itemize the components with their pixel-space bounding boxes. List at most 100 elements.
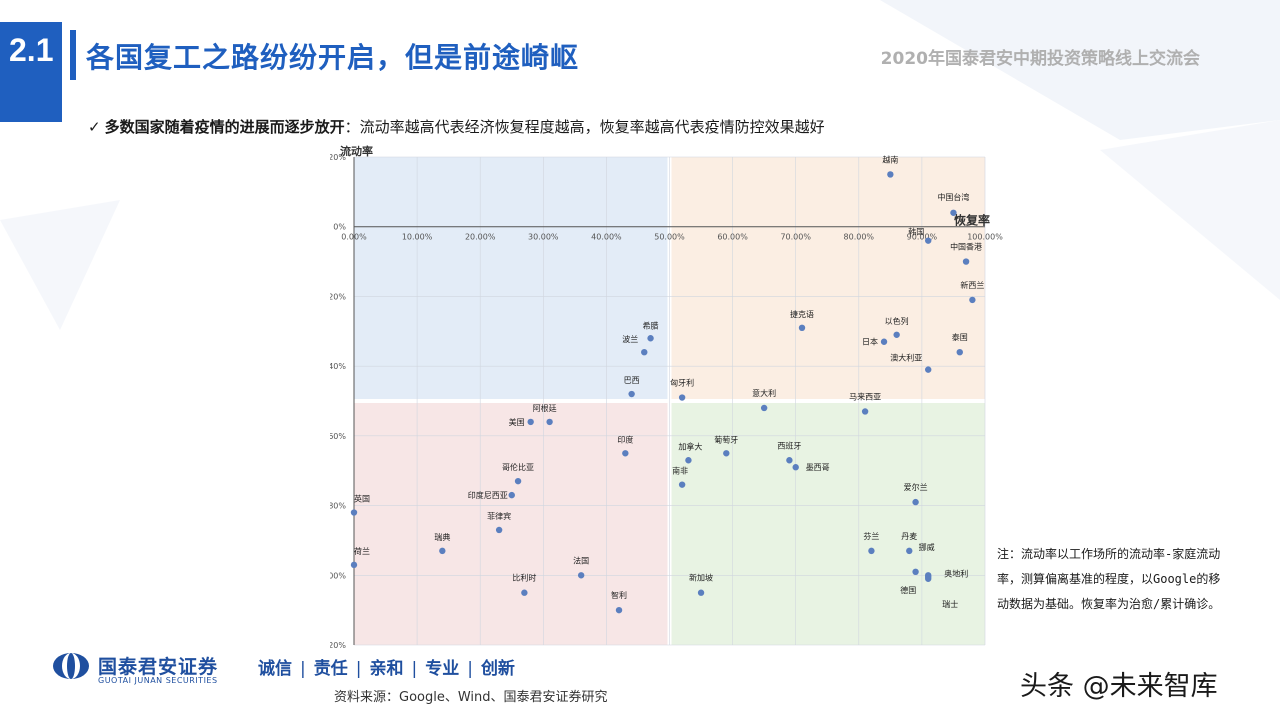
- slogan-item: 专业: [425, 659, 460, 679]
- section-number-badge: 2.1: [0, 22, 62, 122]
- data-point-label: 印度: [617, 434, 633, 444]
- x-tick-label: 80.00%: [844, 233, 875, 242]
- data-point: [906, 547, 913, 555]
- data-point: [893, 331, 900, 338]
- data-point-label: 奥地利: [944, 568, 968, 578]
- company-logo: 国泰君安证券 GUOTAI JUNAN SECURITIES: [52, 648, 252, 688]
- company-name-cn: 国泰君安证券: [98, 656, 219, 678]
- check-icon: ✓: [88, 118, 101, 136]
- y-tick-label: 20%: [330, 153, 346, 162]
- x-tick-label: 30.00%: [528, 233, 559, 242]
- data-point-label: 德国: [900, 585, 916, 595]
- data-point-label: 加拿大: [678, 441, 702, 451]
- data-point-label: 韩国: [908, 227, 924, 237]
- x-tick-label: 0.00%: [341, 233, 367, 242]
- company-slogan: 诚信 | 责任 | 亲和 | 专业 | 创新: [258, 659, 515, 679]
- data-point-label: 瑞士: [942, 599, 958, 609]
- y-tick-label: -60%: [330, 432, 346, 441]
- data-point-label: 爱尔兰: [904, 482, 928, 492]
- x-tick-label: 60.00%: [717, 233, 748, 242]
- data-point-label: 巴西: [624, 376, 640, 385]
- data-point-label: 越南: [882, 154, 898, 164]
- data-point: [350, 509, 358, 516]
- x-tick-label: 50.00%: [654, 233, 685, 242]
- data-point-label: 英国: [354, 494, 370, 504]
- slogan-item: 诚信: [258, 659, 292, 679]
- slogan-item: 责任: [313, 659, 348, 679]
- data-point-label: 澳大利亚: [890, 353, 922, 363]
- data-point: [723, 450, 730, 457]
- event-name: 2020年国泰君安中期投资策略线上交流会: [880, 49, 1200, 69]
- section-number: 2.1: [9, 32, 54, 68]
- x-tick-label: 70.00%: [780, 233, 811, 242]
- data-point: [798, 324, 806, 331]
- x-tick-label: 100.00%: [967, 233, 1003, 242]
- data-point-label: 希腊: [643, 320, 659, 330]
- scatter-chart: 0.00% 10.00% 20.00% 30.00% 40.00% 50.00% 60.00…: [330, 144, 1003, 650]
- data-point: [868, 547, 875, 555]
- data-point-label: 中国香港: [950, 242, 982, 252]
- data-point: [678, 481, 686, 488]
- data-point-label: 以色列: [885, 316, 909, 326]
- watermark: 头条 @未来智库: [1020, 671, 1218, 702]
- chart-note: 注：流动率以工作场所的流动率-家庭流动率，测算偏离基准的程度，以Google的移…: [997, 547, 1221, 611]
- data-point-label: 泰国: [952, 332, 968, 342]
- slogan-item: 创新: [480, 659, 515, 679]
- data-point-label: 荷兰: [354, 546, 370, 556]
- data-point-label: 芬兰: [863, 531, 879, 541]
- y-tick-label: 0%: [333, 223, 346, 232]
- data-point: [521, 589, 528, 596]
- data-point: [350, 561, 358, 569]
- data-point-label: 瑞典: [434, 532, 450, 542]
- data-point: [912, 498, 919, 506]
- data-point: [615, 606, 623, 614]
- data-point-label: 新西兰: [960, 280, 984, 290]
- data-point: [880, 338, 888, 345]
- data-point-label: 比利时: [512, 573, 536, 583]
- data-point-label: 法国: [573, 555, 589, 565]
- data-point: [950, 209, 957, 216]
- y-tick-label: -80%: [330, 502, 346, 511]
- data-point-label: 印度尼西亚: [468, 490, 508, 500]
- x-tick-label: 10.00%: [402, 233, 433, 242]
- data-point: [887, 171, 894, 178]
- data-point-label: 波兰: [622, 334, 638, 344]
- data-point: [546, 418, 553, 426]
- x-tick-label: 20.00%: [465, 233, 496, 242]
- data-point: [622, 450, 629, 457]
- x-tick-label: 40.00%: [591, 233, 622, 242]
- data-point: [495, 526, 503, 534]
- data-point: [925, 366, 932, 373]
- data-point-label: 新加坡: [689, 573, 713, 583]
- data-point: [792, 464, 799, 471]
- data-point: [697, 589, 705, 596]
- x-axis-title: 恢复率: [954, 213, 990, 228]
- data-point: [527, 418, 534, 426]
- data-point-label: 南非: [672, 466, 688, 476]
- data-point: [577, 572, 585, 579]
- data-point-label: 阿根廷: [533, 403, 557, 413]
- data-point-label: 中国台湾: [937, 192, 969, 202]
- quadrant-bottom-left: [354, 401, 670, 645]
- y-tick-label: -120%: [330, 641, 346, 650]
- data-point-label: 美国: [509, 417, 525, 427]
- data-point: [786, 457, 793, 464]
- data-point-label: 智利: [611, 590, 627, 600]
- data-point-label: 日本: [862, 337, 878, 347]
- data-point-label: 丹麦: [901, 531, 917, 541]
- logo-mark-icon: [53, 653, 89, 679]
- y-tick-label: -20%: [330, 292, 346, 301]
- quadrant-top-right: [669, 157, 985, 401]
- data-point: [647, 335, 654, 342]
- data-point-label: 墨西哥: [806, 463, 830, 472]
- data-point-label: 哥伦比亚: [502, 462, 534, 472]
- data-point: [956, 349, 963, 356]
- data-point-label: 捷克语: [790, 309, 814, 319]
- y-tick-label: -40%: [330, 362, 346, 371]
- quadrant-bottom-right: [669, 401, 985, 645]
- data-point: [912, 568, 919, 575]
- data-point: [962, 258, 970, 265]
- key-point: ✓ 多数国家随着疫情的进展而逐步放开：流动率越高代表经济恢复程度越高，恢复率越高代…: [88, 116, 825, 137]
- data-point: [925, 237, 932, 244]
